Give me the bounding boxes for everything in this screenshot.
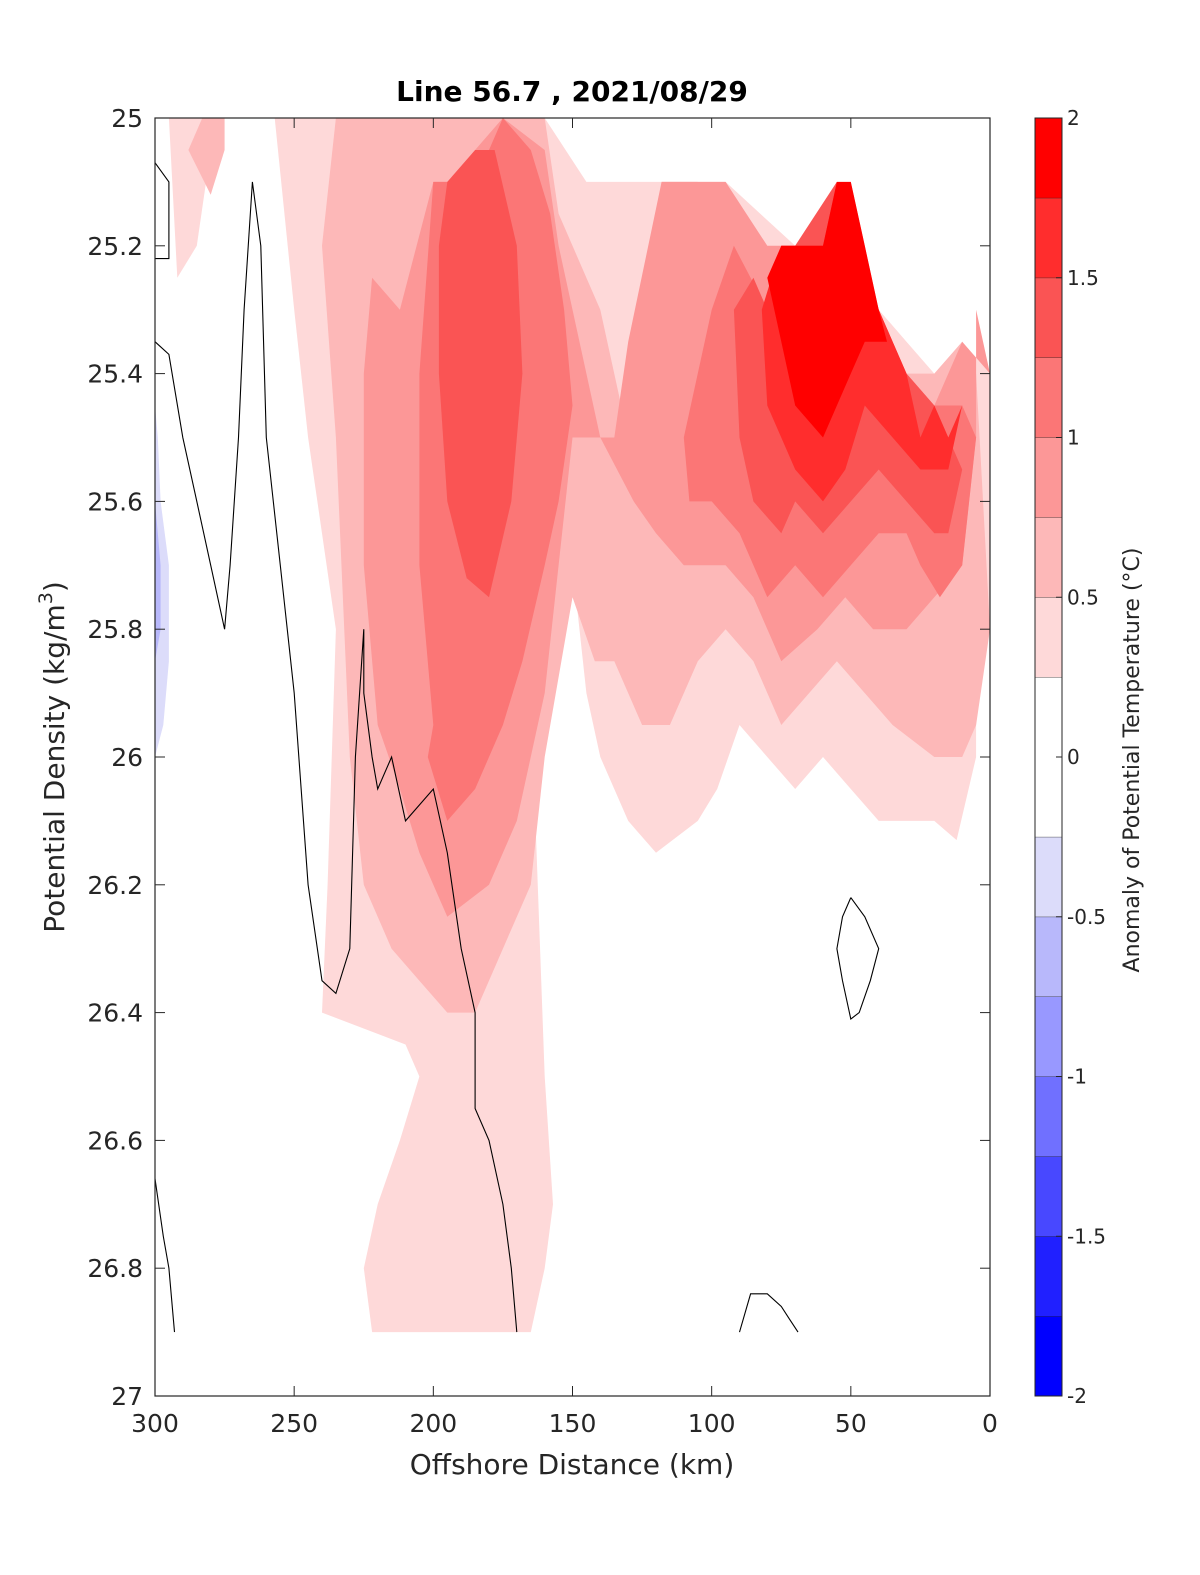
- y-tick-label: 25.8: [87, 615, 143, 644]
- x-tick-label: 100: [688, 1409, 736, 1438]
- colorbar: 2 1.5 1 0.5 0 -0.5 -1 -1.5 -2 Anomaly of Potenti…: [1034, 106, 1145, 1408]
- colorbar-segment: [1035, 1236, 1062, 1317]
- y-axis-title-end: ): [38, 581, 71, 592]
- x-tick-label: 300: [131, 1409, 179, 1438]
- x-tick-label: 200: [409, 1409, 457, 1438]
- x-axis-title: Offshore Distance (km): [410, 1448, 735, 1481]
- contour-fill-region: [188, 118, 225, 195]
- contour-fill-region: [155, 501, 161, 662]
- colorbar-segment: [1035, 118, 1062, 198]
- y-tick-label: 26: [111, 743, 143, 772]
- colorbar-ticks: 2 1.5 1 0.5 0 -0.5 -1 -1.5 -2: [1056, 106, 1106, 1408]
- colorbar-tick-label: 0: [1067, 745, 1080, 769]
- colorbar-tick-label: 2: [1067, 106, 1080, 130]
- chart-title: Line 56.7 , 2021/08/29: [396, 75, 748, 108]
- y-axis-title-main: Potential Density (kg/m: [38, 604, 71, 933]
- colorbar-segment: [1035, 916, 1062, 997]
- y-axis-title: Potential Density (kg/m3): [35, 581, 71, 933]
- y-tick-label: 26.8: [87, 1254, 143, 1283]
- colorbar-segment: [1035, 996, 1062, 1077]
- colorbar-segment: [1035, 197, 1062, 278]
- colorbar-label: Anomaly of Potential Temperature (°C): [1120, 548, 1145, 973]
- zero-contour-line: [836, 897, 880, 1020]
- colorbar-segment: [1035, 1316, 1062, 1396]
- zero-contour-line: [155, 162, 170, 260]
- y-tick-label: 25.2: [87, 232, 143, 261]
- y-tick-label: 26.2: [87, 871, 143, 900]
- colorbar-tick-label: -0.5: [1067, 905, 1106, 929]
- zero-contour-line: [155, 181, 518, 1333]
- x-axis: 300 250 200 150 100 50 0: [131, 118, 998, 1438]
- zero-contour-line: [738, 1293, 799, 1333]
- colorbar-tick-label: -1: [1067, 1065, 1087, 1089]
- colorbar-tick-label: 1.5: [1067, 266, 1099, 290]
- colorbar-segment: [1035, 1076, 1062, 1157]
- colorbar-tick-label: 1: [1067, 426, 1080, 450]
- y-axis-title-superscript: 3: [35, 592, 57, 604]
- colorbar-segment: [1035, 836, 1062, 917]
- colorbar-segment: [1035, 597, 1062, 678]
- colorbar-tick-label: -2: [1067, 1384, 1087, 1408]
- contour-line-layer: [155, 162, 880, 1333]
- colorbar-segment: [1035, 1156, 1062, 1237]
- x-tick-label: 0: [982, 1409, 998, 1438]
- y-tick-label: 26.4: [87, 999, 143, 1028]
- y-tick-label: 25: [111, 104, 143, 133]
- colorbar-tick-label: 0.5: [1067, 585, 1099, 609]
- colorbar-tick-label: -1.5: [1067, 1224, 1106, 1248]
- y-tick-label: 27: [111, 1382, 143, 1411]
- zero-contour-line: [155, 1178, 176, 1333]
- colorbar-segment: [1035, 277, 1062, 358]
- contour-fill-region: [438, 150, 523, 598]
- colorbar-segment: [1035, 437, 1062, 518]
- y-tick-label: 26.6: [87, 1126, 143, 1155]
- y-tick-label: 25.4: [87, 360, 143, 389]
- x-tick-label: 150: [549, 1409, 597, 1438]
- colorbar-segment: [1035, 517, 1062, 598]
- colorbar-segment: [1035, 357, 1062, 438]
- y-tick-label: 25.6: [87, 487, 143, 516]
- plot-area: 300 250 200 150 100 50 0 2525.225.425.625.8262…: [87, 104, 998, 1438]
- x-tick-label: 50: [835, 1409, 867, 1438]
- contour-fill-region: [767, 181, 887, 438]
- y-axis: 25 25.2 25.4 25.6 25.8 26 26.2 26.4 26.6 26.8 27: [87, 104, 990, 1411]
- contour-fill-layer: [155, 118, 990, 1333]
- contour-fill-region: [155, 405, 169, 757]
- x-tick-label: 250: [270, 1409, 318, 1438]
